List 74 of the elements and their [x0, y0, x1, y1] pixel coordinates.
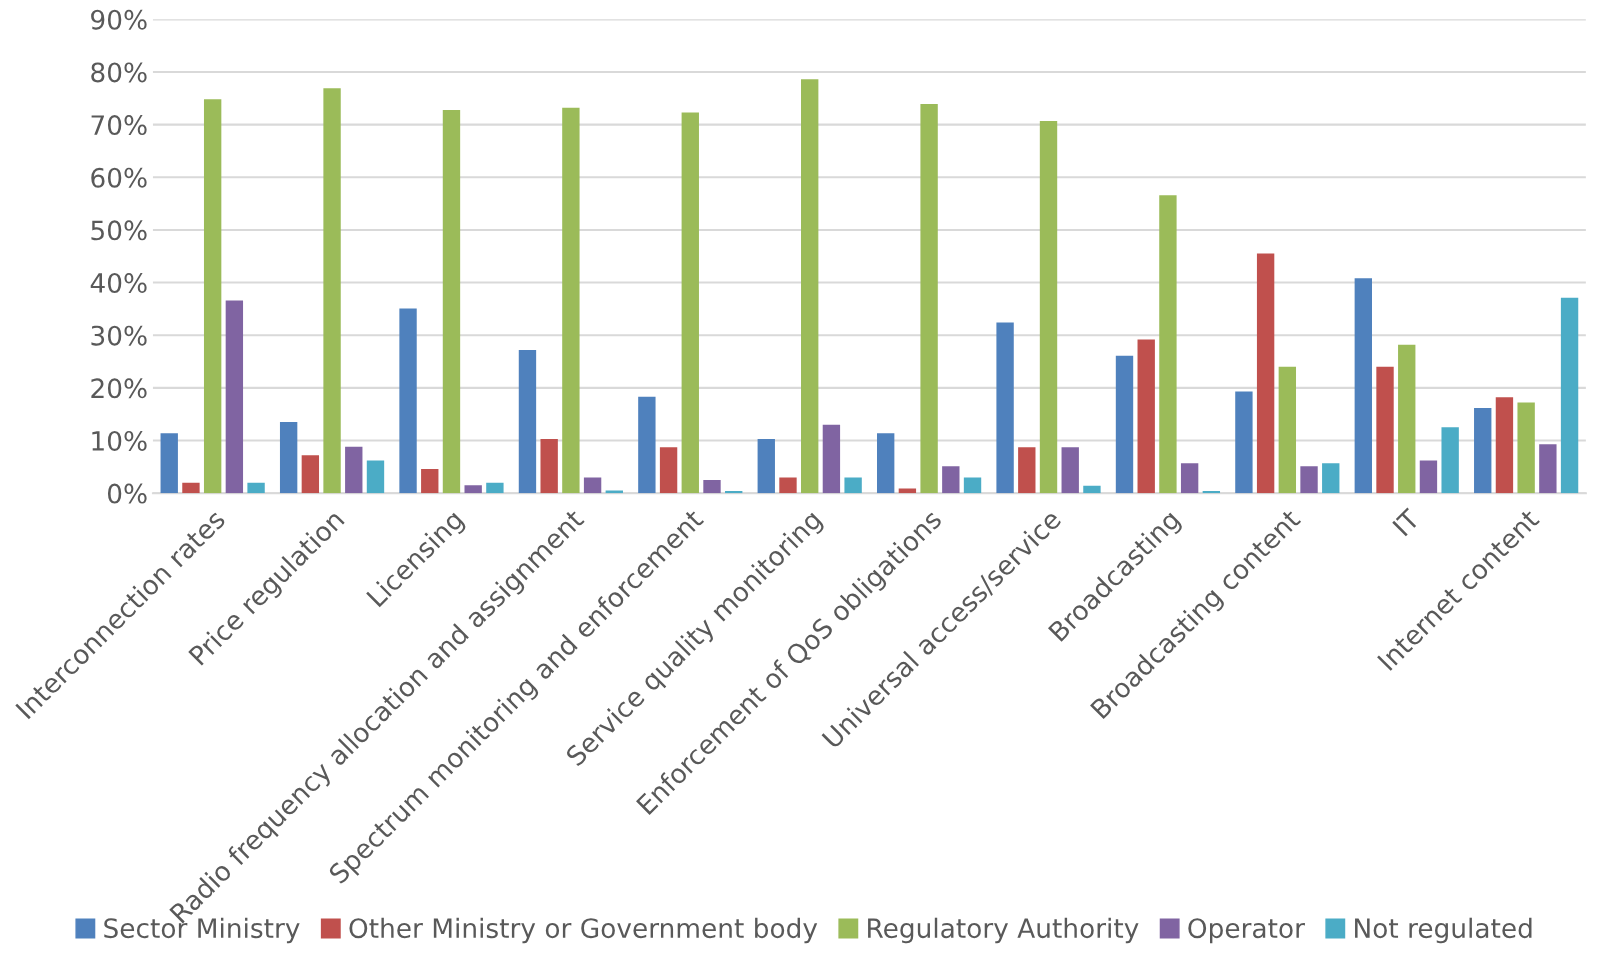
bar	[779, 477, 797, 494]
y-tick-label: 80%	[91, 62, 147, 83]
bar	[225, 300, 244, 494]
bar	[1474, 407, 1492, 494]
bar	[942, 466, 960, 494]
bar	[421, 468, 439, 494]
y-tick-label: 50%	[91, 220, 147, 241]
bar	[1115, 355, 1134, 494]
bar	[182, 482, 200, 494]
bar	[1441, 427, 1459, 494]
bar	[366, 460, 385, 494]
bar	[1180, 463, 1199, 494]
bar	[877, 433, 895, 494]
bar	[725, 491, 743, 494]
bar	[822, 424, 841, 494]
bar	[963, 477, 982, 494]
bar	[1235, 391, 1253, 494]
bar	[518, 349, 537, 494]
bar	[279, 422, 298, 494]
bar	[1256, 253, 1275, 494]
x-tick-label: IT	[1392, 507, 1421, 537]
bar	[1039, 120, 1058, 494]
bar	[1300, 466, 1318, 494]
bar	[1354, 278, 1372, 494]
bar	[1202, 491, 1221, 494]
bar	[345, 446, 363, 494]
bar	[442, 109, 461, 494]
bar	[160, 433, 178, 494]
bar	[1419, 460, 1438, 494]
bar	[1376, 366, 1394, 494]
bar	[659, 447, 678, 494]
bar	[996, 322, 1014, 494]
legend-label: Not regulated	[1355, 917, 1532, 944]
bar	[1398, 344, 1416, 494]
bar	[323, 88, 341, 494]
legend-label: Other Ministry or Government body	[349, 917, 818, 944]
bar	[1278, 366, 1297, 494]
bar	[1018, 447, 1036, 494]
bar	[844, 477, 862, 494]
bar	[1137, 339, 1155, 494]
bar	[583, 477, 602, 494]
bar	[203, 99, 222, 494]
legend-label: Regulatory Authority	[868, 917, 1139, 944]
bar	[1495, 397, 1514, 494]
bar	[540, 438, 558, 494]
bar	[801, 79, 819, 494]
bar	[1159, 195, 1177, 494]
bar	[247, 482, 265, 494]
bar	[562, 107, 580, 494]
bar	[1083, 485, 1101, 494]
bar	[486, 482, 504, 494]
bar	[1322, 463, 1340, 494]
bar	[898, 488, 917, 494]
y-tick-label: 30%	[91, 325, 147, 346]
bar	[1539, 444, 1557, 494]
bar	[920, 104, 938, 494]
bar	[757, 438, 775, 494]
y-tick-label: 0%	[107, 483, 147, 504]
bar	[301, 455, 320, 494]
y-tick-label: 60%	[91, 167, 147, 188]
y-tick-label: 40%	[90, 273, 147, 293]
bar	[703, 480, 721, 494]
legend-label: Operator	[1188, 918, 1305, 944]
bar	[1061, 447, 1079, 494]
bar	[1517, 402, 1535, 494]
y-tick-label: 70%	[91, 115, 147, 136]
bar	[464, 485, 482, 494]
bar	[681, 112, 699, 494]
bar	[399, 308, 417, 494]
bar	[1560, 297, 1579, 494]
y-tick-label: 20%	[91, 378, 147, 399]
y-tick-label: 90%	[91, 9, 147, 30]
bar	[638, 396, 656, 494]
y-tick-label: 10%	[92, 430, 147, 451]
